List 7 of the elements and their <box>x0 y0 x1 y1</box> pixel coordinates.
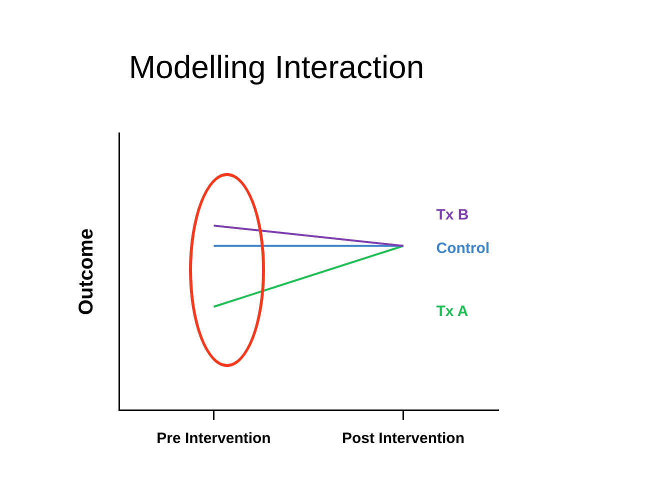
text: Tx A <box>436 302 468 320</box>
text: Tx B <box>436 206 469 224</box>
y-axis-title: Outcome <box>76 228 98 316</box>
x-tick-label: Pre Intervention <box>156 430 271 448</box>
text: Control <box>436 240 490 258</box>
chart-title: Modelling Interaction <box>128 49 424 86</box>
x-tick-label: Post Intervention <box>342 430 465 448</box>
